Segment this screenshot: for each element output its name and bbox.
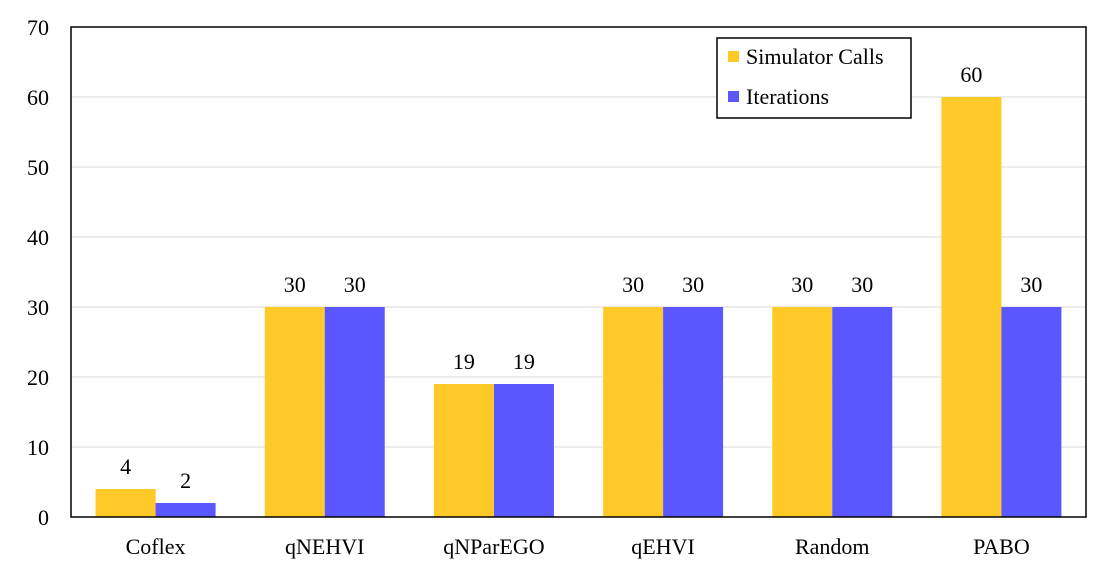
x-tick-label: qNEHVI [285, 534, 364, 559]
bar-simulator-calls-qehvi [603, 307, 664, 517]
data-label: 19 [453, 349, 475, 374]
data-label: 30 [851, 272, 873, 297]
bar-iterations-qnparego [493, 384, 554, 517]
data-labels: 4 2 30 30 19 19 30 30 30 30 60 30 [120, 62, 1042, 493]
bar-iterations-pabo [1001, 307, 1062, 517]
legend: Simulator Calls Iterations [716, 37, 912, 119]
bar-iterations-qehvi [663, 307, 724, 517]
y-tick-label: 20 [27, 365, 49, 390]
data-label: 4 [120, 454, 131, 479]
data-label: 30 [682, 272, 704, 297]
data-label: 30 [791, 272, 813, 297]
x-tick-label: qNParEGO [443, 534, 544, 559]
data-label: 2 [180, 468, 191, 493]
x-axis-ticks: Coflex qNEHVI qNParEGO qEHVI Random PABO [126, 534, 1030, 559]
y-tick-label: 40 [27, 225, 49, 250]
legend-label-iterations: Iterations [746, 84, 829, 109]
x-tick-label: qEHVI [631, 534, 695, 559]
y-tick-label: 60 [27, 85, 49, 110]
y-tick-label: 70 [27, 15, 49, 40]
bar-iterations-random [832, 307, 893, 517]
bars [95, 97, 1062, 517]
data-label: 60 [960, 62, 982, 87]
bar-iterations-qnehvi [324, 307, 385, 517]
x-tick-label: PABO [973, 534, 1030, 559]
plot-frame [70, 26, 1087, 518]
y-axis-ticks: 0 10 20 30 40 50 60 70 [27, 15, 49, 530]
bar-simulator-calls-pabo [941, 97, 1002, 517]
bar-simulator-calls-qnparego [433, 384, 494, 517]
legend-box [716, 37, 912, 119]
data-label: 30 [284, 272, 306, 297]
bar-simulator-calls-random [772, 307, 833, 517]
x-tick-label: Random [795, 534, 870, 559]
legend-swatch-simulator-calls [728, 51, 739, 62]
data-label: 30 [344, 272, 366, 297]
data-label: 30 [622, 272, 644, 297]
y-tick-label: 10 [27, 435, 49, 460]
bar-simulator-calls-coflex [95, 489, 156, 517]
bar-iterations-coflex [155, 503, 216, 517]
legend-label-simulator-calls: Simulator Calls [746, 44, 884, 69]
y-tick-label: 30 [27, 295, 49, 320]
bar-simulator-calls-qnehvi [264, 307, 325, 517]
y-tick-label: 50 [27, 155, 49, 180]
data-label: 19 [513, 349, 535, 374]
x-tick-label: Coflex [126, 534, 186, 559]
data-label: 30 [1020, 272, 1042, 297]
legend-swatch-iterations [728, 91, 739, 102]
gridlines [71, 96, 1086, 448]
y-tick-label: 0 [38, 505, 49, 530]
